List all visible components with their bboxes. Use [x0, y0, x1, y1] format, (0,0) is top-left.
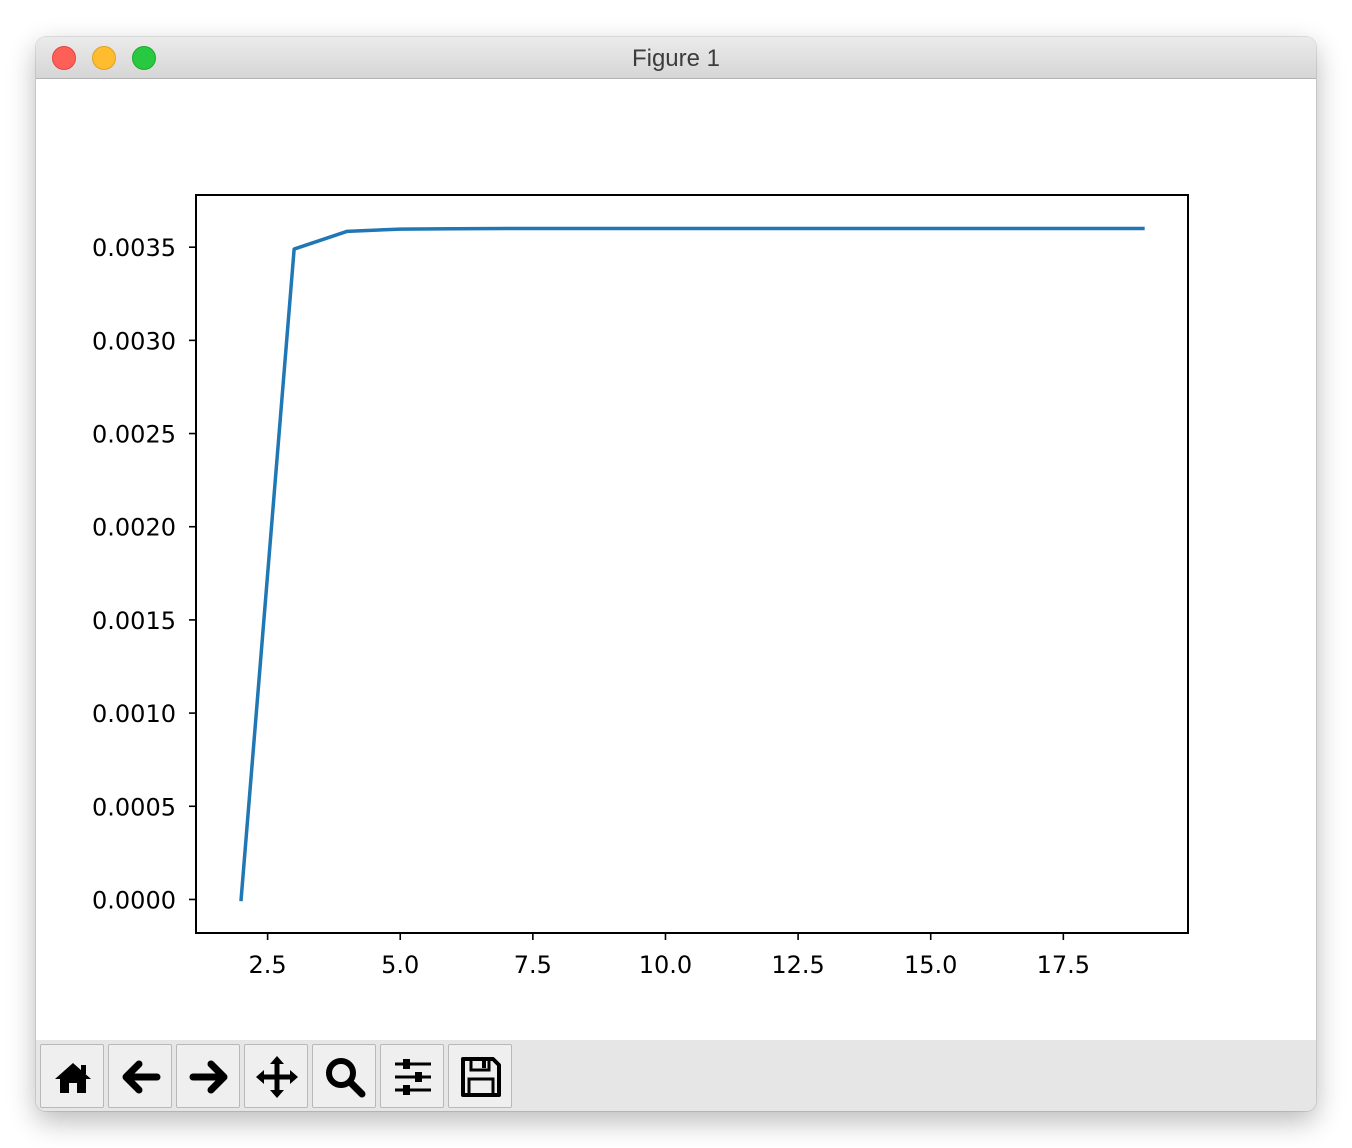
home-button[interactable]	[40, 1044, 104, 1108]
arrow-left-icon	[122, 1060, 161, 1094]
zoom-button[interactable]	[132, 46, 156, 70]
x-tick-label: 5.0	[381, 951, 419, 979]
close-button[interactable]	[52, 46, 76, 70]
y-tick-label: 0.0000	[92, 886, 176, 914]
y-tick-label: 0.0030	[92, 327, 176, 355]
y-tick-label: 0.0010	[92, 700, 176, 728]
magnifier-icon	[326, 1058, 366, 1098]
title-bar[interactable]: Figure 1	[36, 37, 1316, 79]
navigation-toolbar	[36, 1040, 1316, 1111]
y-tick-label: 0.0025	[92, 421, 176, 449]
x-tick-label: 10.0	[639, 951, 692, 979]
x-tick-label: 15.0	[904, 951, 957, 979]
x-tick-label: 12.5	[771, 951, 824, 979]
y-tick-label: 0.0035	[92, 234, 176, 262]
y-tick-label: 0.0015	[92, 607, 176, 635]
move-icon	[256, 1056, 298, 1098]
x-tick-label: 7.5	[514, 951, 552, 979]
zoom-to-rect-button[interactable]	[312, 1044, 376, 1108]
y-tick-label: 0.0005	[92, 793, 176, 821]
y-tick-label: 0.0020	[92, 514, 176, 542]
back-button[interactable]	[108, 1044, 172, 1108]
pan-button[interactable]	[244, 1044, 308, 1108]
arrow-right-icon	[189, 1060, 228, 1094]
forward-button[interactable]	[176, 1044, 240, 1108]
x-tick-label: 17.5	[1037, 951, 1090, 979]
sliders-icon	[395, 1059, 431, 1095]
home-icon	[55, 1063, 91, 1093]
figure-canvas[interactable]: 2.5 5.0 7.5 10.0 12.5 15.0 17.5 0.0000 0.0005 0.0…	[36, 79, 1316, 1040]
line-chart[interactable]: 2.5 5.0 7.5 10.0 12.5 15.0 17.5 0.0000 0.0005 0.0…	[36, 79, 1316, 1040]
floppy-disk-icon	[461, 1057, 501, 1097]
series-line-0	[239, 226, 1145, 902]
save-button[interactable]	[448, 1044, 512, 1108]
axes-frame	[195, 194, 1189, 934]
minimize-button[interactable]	[92, 46, 116, 70]
figure-window: Figure 1 2.5 5.0 7.5 10.0 12.5 15.0 17.5 0.0000…	[36, 37, 1316, 1111]
configure-subplots-button[interactable]	[380, 1044, 444, 1108]
window-title: Figure 1	[631, 45, 721, 72]
x-tick-label: 2.5	[249, 951, 287, 979]
